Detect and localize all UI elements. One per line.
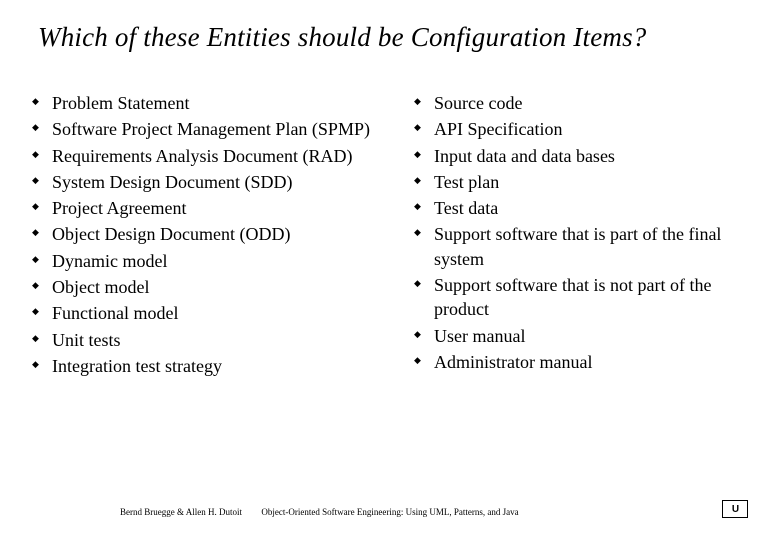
list-item: Input data and data bases	[412, 144, 742, 168]
list-item: Requirements Analysis Document (RAD)	[30, 144, 400, 168]
logo-text: U	[723, 501, 747, 517]
list-item: Object Design Document (ODD)	[30, 222, 400, 246]
list-item: Software Project Management Plan (SPMP)	[30, 117, 400, 141]
logo-icon: U	[722, 500, 748, 518]
list-item: API Specification	[412, 117, 742, 141]
slide: Which of these Entities should be Config…	[0, 0, 780, 540]
list-item: Functional model	[30, 301, 400, 325]
list-item: Test data	[412, 196, 742, 220]
list-item: Project Agreement	[30, 196, 400, 220]
content-columns: Problem StatementSoftware Project Manage…	[0, 53, 780, 380]
footer-book-title: Object-Oriented Software Engineering: Us…	[0, 507, 780, 517]
list-item: Support software that is not part of the…	[412, 273, 742, 322]
right-column: Source codeAPI Specification Input data a…	[412, 91, 742, 380]
list-item: User manual	[412, 324, 742, 348]
list-item: Object model	[30, 275, 400, 299]
list-item: Dynamic model	[30, 249, 400, 273]
left-list: Problem StatementSoftware Project Manage…	[30, 91, 400, 378]
slide-title: Which of these Entities should be Config…	[0, 0, 780, 53]
right-list: Source codeAPI Specification Input data a…	[412, 91, 742, 374]
list-item: Source code	[412, 91, 742, 115]
list-item: Unit tests	[30, 328, 400, 352]
list-item: System Design Document (SDD)	[30, 170, 400, 194]
list-item: Support software that is part of the fin…	[412, 222, 742, 271]
list-item: Test plan	[412, 170, 742, 194]
left-column: Problem StatementSoftware Project Manage…	[30, 91, 400, 380]
list-item: Problem Statement	[30, 91, 400, 115]
list-item: Integration test strategy	[30, 354, 400, 378]
list-item: Administrator manual	[412, 350, 742, 374]
